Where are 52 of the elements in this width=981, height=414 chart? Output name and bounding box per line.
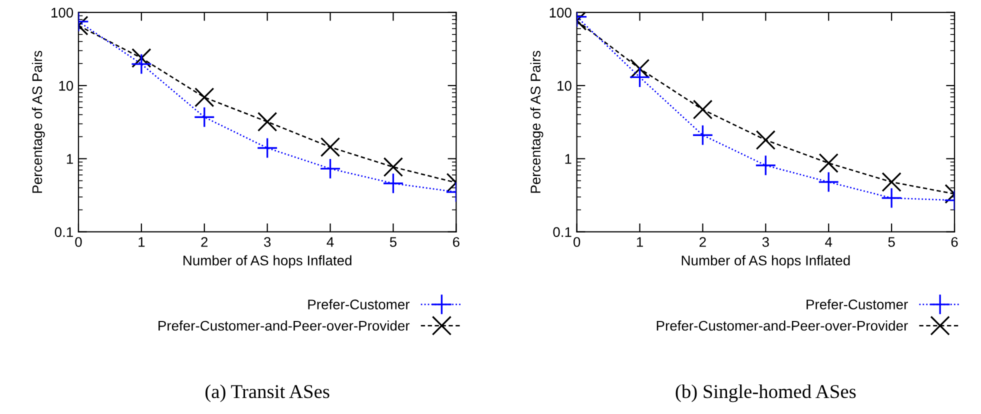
- point: [256, 137, 278, 159]
- x-tick-label: 0: [75, 237, 82, 247]
- point: [194, 87, 214, 108]
- y-tick-label: 100: [52, 8, 74, 18]
- point: [383, 157, 404, 177]
- legend-label: Prefer-Customer: [806, 299, 908, 310]
- x-tick-label: 2: [201, 237, 208, 247]
- point: [818, 153, 838, 173]
- y-tick-label: 100: [550, 8, 572, 18]
- point: [382, 172, 404, 194]
- x-tick-label: 1: [636, 237, 643, 247]
- point: [882, 172, 902, 192]
- x-tick-label: 3: [762, 237, 769, 247]
- point: [755, 154, 776, 176]
- y-tick-label: 0.1: [54, 227, 73, 238]
- x-tick-label: 6: [453, 237, 460, 247]
- x-axis-title: Number of AS hops Inflated: [184, 255, 352, 268]
- point: [692, 100, 713, 120]
- point: [818, 171, 840, 193]
- legend-label: Prefer-Customer-and-Peer-over-Provider: [656, 320, 908, 331]
- point: [130, 53, 152, 75]
- x-tick-label: 1: [138, 237, 145, 247]
- point: [881, 187, 902, 209]
- point: [320, 137, 340, 157]
- x-axis-title: Number of AS hops Inflated: [682, 255, 850, 268]
- text: (b) Single-homed ASes: [676, 384, 856, 402]
- y-tick-label: 10: [558, 80, 572, 91]
- point: [320, 158, 341, 180]
- legend-label: Prefer-Customer-and-Peer-over-Provider: [158, 320, 410, 331]
- point: [132, 48, 152, 68]
- x-tick-label: 3: [264, 237, 271, 247]
- text: (a) Transit ASes: [206, 384, 330, 402]
- x-tick-label: 0: [574, 237, 580, 247]
- point: [692, 124, 714, 146]
- point: [257, 112, 278, 132]
- y-tick-label: 0.1: [553, 227, 572, 238]
- y-axis-title: Percentage of AS Pairs: [530, 50, 544, 193]
- point: [630, 58, 650, 79]
- x-tick-label: 2: [700, 237, 706, 247]
- point: [629, 66, 650, 88]
- point: [194, 106, 215, 128]
- x-tick-label: 4: [825, 237, 832, 247]
- y-axis-title: Percentage of AS Pairs: [32, 50, 45, 193]
- x-tick-label: 4: [326, 237, 334, 247]
- x-tick-label: 5: [390, 237, 396, 247]
- point: [756, 130, 776, 150]
- y-tick-label: 1: [66, 154, 73, 164]
- y-tick-label: 10: [59, 80, 74, 91]
- x-tick-label: 5: [888, 237, 895, 247]
- x-tick-label: 6: [951, 237, 958, 247]
- y-tick-label: 1: [565, 154, 572, 164]
- legend-label: Prefer-Customer: [308, 299, 410, 310]
